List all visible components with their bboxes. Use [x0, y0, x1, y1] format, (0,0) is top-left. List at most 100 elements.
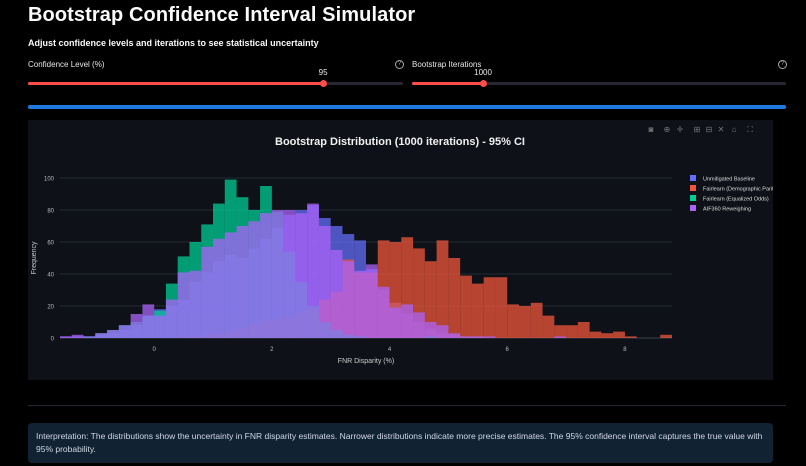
histogram-bar[interactable] [448, 258, 461, 338]
histogram-bar[interactable] [71, 334, 84, 338]
histogram-bar[interactable] [213, 238, 225, 338]
slider-thumb[interactable] [319, 80, 327, 87]
histogram-bar[interactable] [471, 283, 484, 338]
histogram-bar[interactable] [413, 248, 425, 338]
histogram-bar[interactable] [177, 272, 190, 338]
histogram-bar[interactable] [107, 330, 119, 338]
legend-swatch[interactable] [690, 205, 696, 211]
histogram-bar[interactable] [436, 325, 449, 338]
histogram-bar[interactable] [366, 264, 378, 338]
histogram-bar[interactable] [624, 336, 637, 338]
histogram-bar[interactable] [577, 322, 590, 338]
confidence-level-slider[interactable]: 95 [28, 68, 403, 87]
histogram-bar[interactable] [554, 336, 567, 338]
histogram-bar[interactable] [318, 226, 331, 338]
pan-icon[interactable]: ✛ [677, 125, 684, 134]
zoom-in-icon[interactable]: ⊞ [694, 125, 701, 134]
histogram-bar[interactable] [436, 240, 449, 338]
histogram-bar[interactable] [248, 221, 261, 338]
slider-fill [412, 82, 484, 85]
histogram-bar[interactable] [601, 333, 614, 338]
histogram-chart[interactable]: ◙ ⊕ ✛ ⊞ ⊟ ✕ ⌂ ⛶ Bootstrap Distribution (1000 it… [28, 120, 778, 380]
x-tick-label: 8 [623, 347, 627, 353]
x-tick-label: 4 [388, 347, 392, 353]
histogram-bar[interactable] [224, 232, 237, 338]
histogram-bar[interactable] [201, 246, 213, 338]
histogram-bar[interactable] [260, 213, 272, 338]
autoscale-icon[interactable]: ✕ [718, 125, 725, 134]
histogram-bar[interactable] [519, 306, 531, 338]
histogram-bar[interactable] [142, 304, 155, 338]
slider-value: 95 [318, 68, 328, 77]
legend-item[interactable]: AIF360 Reweighing [703, 207, 751, 213]
legend-item[interactable]: Fairlearn (Demographic Parity) [703, 187, 778, 193]
histogram-bar[interactable] [307, 203, 319, 338]
histogram-bar[interactable] [413, 312, 425, 338]
histogram-bar[interactable] [189, 270, 202, 338]
histogram-bar[interactable] [401, 237, 414, 338]
histogram-bar[interactable] [483, 277, 496, 338]
question-circle-icon[interactable]: ? [778, 60, 787, 69]
histogram-bar[interactable] [507, 304, 519, 338]
y-axis-label: Frequency [31, 241, 38, 275]
histogram-bar[interactable] [613, 331, 625, 338]
histogram-bar[interactable] [118, 325, 131, 338]
page-title: Bootstrap Confidence Interval Simulator [28, 4, 416, 26]
histogram-bar[interactable] [236, 226, 249, 338]
x-axis-label: FNR Disparity (%) [338, 358, 394, 365]
legend-swatch[interactable] [690, 175, 696, 181]
legend-item[interactable]: Fairlearn (Equalized Odds) [703, 197, 769, 203]
bootstrap-iterations-slider[interactable]: 1000 [412, 68, 786, 87]
progress-fill [28, 105, 786, 109]
histogram-bar[interactable] [354, 270, 366, 338]
histogram-bar[interactable] [566, 325, 578, 338]
histogram-bar[interactable] [495, 277, 508, 338]
histogram-bar[interactable] [389, 242, 402, 338]
confidence-level-label: Confidence Level (%) [28, 60, 105, 69]
histogram-bar[interactable] [530, 302, 543, 338]
histogram-bar[interactable] [83, 336, 96, 338]
legend-item[interactable]: Unmitigated Baseline [703, 177, 755, 183]
histogram-bar[interactable] [60, 336, 72, 338]
camera-icon[interactable]: ◙ [649, 125, 654, 134]
histogram-bar[interactable] [424, 261, 437, 338]
modebar[interactable]: ◙ ⊕ ✛ ⊞ ⊟ ✕ ⌂ ⛶ [649, 125, 754, 134]
histogram-bar[interactable] [483, 336, 496, 338]
chart-title: Bootstrap Distribution (1000 iterations)… [275, 136, 525, 148]
histogram-bar[interactable] [165, 299, 178, 338]
histogram-bar[interactable] [460, 336, 472, 338]
histogram-bar[interactable] [342, 261, 355, 338]
y-tick-label: 80 [47, 209, 54, 215]
histogram-bar[interactable] [542, 315, 555, 338]
histogram-bar[interactable] [389, 307, 402, 338]
histogram-bar[interactable] [589, 331, 602, 338]
histogram-bar[interactable] [271, 210, 284, 338]
histogram-bar[interactable] [130, 314, 143, 338]
histogram-bar[interactable] [660, 334, 672, 338]
x-tick-label: 6 [506, 347, 510, 353]
histogram-bar[interactable] [283, 210, 296, 338]
histogram-bar[interactable] [554, 325, 567, 338]
histogram-bar[interactable] [471, 336, 484, 338]
histogram-bar[interactable] [448, 333, 461, 338]
histogram-bar[interactable] [154, 315, 166, 338]
legend-swatch[interactable] [690, 195, 696, 201]
histogram-bar[interactable] [401, 304, 414, 338]
slider-value: 1000 [474, 68, 492, 77]
zoom-icon[interactable]: ⊕ [664, 125, 671, 134]
legend-swatch[interactable] [690, 185, 696, 191]
histogram-bar[interactable] [295, 213, 308, 338]
slider-thumb[interactable] [479, 80, 487, 87]
bootstrap-iterations-label: Bootstrap Iterations [412, 60, 482, 69]
histogram-bar[interactable] [424, 322, 437, 338]
histogram-bar[interactable] [95, 333, 108, 338]
fullscreen-icon[interactable]: ⛶ [746, 125, 753, 134]
zoom-out-icon[interactable]: ⊟ [706, 125, 713, 134]
divider [28, 405, 786, 406]
histogram-bar[interactable] [330, 250, 343, 338]
question-circle-icon[interactable]: ? [395, 60, 404, 69]
histogram-bar[interactable] [377, 286, 390, 338]
histogram-bar[interactable] [460, 275, 472, 338]
home-icon[interactable]: ⌂ [732, 125, 737, 134]
chart-svg[interactable]: ◙ ⊕ ✛ ⊞ ⊟ ✕ ⌂ ⛶ Bootstrap Distribution (1000 it… [28, 120, 778, 380]
